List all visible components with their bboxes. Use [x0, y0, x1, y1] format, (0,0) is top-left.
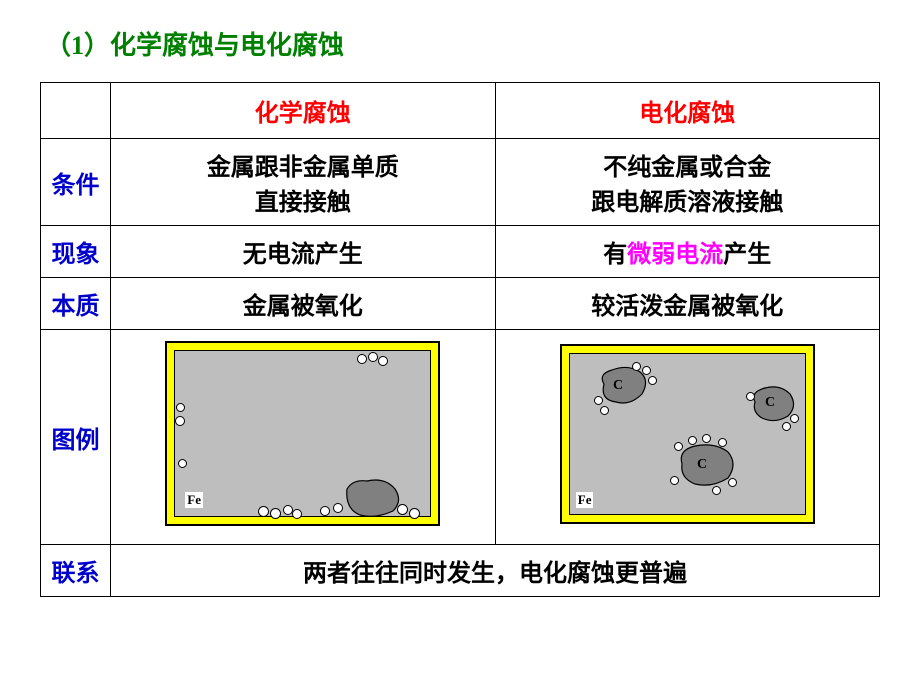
header-chem-text: 化学腐蚀	[255, 101, 351, 127]
cond-chem-l1: 金属跟非金属单质	[115, 147, 491, 182]
chem-diagram-inner: Fe	[174, 350, 431, 517]
diagram-row: 图例 Fe C C C Fe	[41, 330, 880, 545]
header-blank	[41, 83, 111, 139]
relation-label: 联系	[41, 545, 111, 597]
essence-row: 本质 金属被氧化 较活泼金属被氧化	[41, 278, 880, 330]
comparison-table: 化学腐蚀 电化腐蚀 条件 金属跟非金属单质 直接接触 不纯金属或合金 跟电解质溶…	[40, 82, 880, 597]
phenomenon-chem: 无电流产生	[111, 226, 496, 278]
diag-label-text: 图例	[52, 428, 100, 454]
fe-label-chem: Fe	[185, 492, 203, 508]
ess-label-text: 本质	[52, 294, 100, 320]
chem-diagram: Fe	[165, 341, 440, 526]
diagram-chem-cell: Fe	[111, 330, 496, 545]
cond-chem-l2: 直接接触	[115, 182, 491, 217]
cond-elec-l2: 跟电解质溶液接触	[500, 182, 876, 217]
cond-elec-l1: 不纯金属或合金	[500, 147, 876, 182]
header-chem: 化学腐蚀	[111, 83, 496, 139]
fe-label-elec: Fe	[576, 492, 594, 508]
diagram-elec-cell: C C C Fe	[495, 330, 880, 545]
phen-elec-mid: 微弱电流	[627, 242, 723, 268]
diagram-label: 图例	[41, 330, 111, 545]
condition-row: 条件 金属跟非金属单质 直接接触 不纯金属或合金 跟电解质溶液接触	[41, 139, 880, 226]
essence-elec: 较活泼金属被氧化	[495, 278, 880, 330]
elec-blob-svg: C C C	[570, 354, 807, 516]
phenomenon-row: 现象 无电流产生 有微弱电流产生	[41, 226, 880, 278]
header-elec-text: 电化腐蚀	[639, 101, 735, 127]
rel-text: 两者往往同时发生，电化腐蚀更普遍	[303, 561, 687, 587]
condition-label: 条件	[41, 139, 111, 226]
essence-chem: 金属被氧化	[111, 278, 496, 330]
relation-text-cell: 两者往往同时发生，电化腐蚀更普遍	[111, 545, 880, 597]
chem-blob-svg	[175, 351, 432, 518]
rel-label-text: 联系	[52, 561, 100, 587]
header-row: 化学腐蚀 电化腐蚀	[41, 83, 880, 139]
ess-chem-text: 金属被氧化	[243, 294, 363, 320]
phen-chem-text: 无电流产生	[243, 242, 363, 268]
essence-label: 本质	[41, 278, 111, 330]
condition-chem: 金属跟非金属单质 直接接触	[111, 139, 496, 226]
page-title: （1）化学腐蚀与电化腐蚀	[45, 25, 880, 62]
phen-elec-post: 产生	[723, 242, 771, 268]
elec-diagram: C C C Fe	[560, 344, 815, 524]
svg-text:C: C	[765, 395, 775, 410]
header-elec: 电化腐蚀	[495, 83, 880, 139]
condition-elec: 不纯金属或合金 跟电解质溶液接触	[495, 139, 880, 226]
ess-elec-text: 较活泼金属被氧化	[591, 294, 783, 320]
phen-label-text: 现象	[52, 242, 100, 268]
cond-label-text: 条件	[52, 173, 100, 199]
phenomenon-elec: 有微弱电流产生	[495, 226, 880, 278]
svg-text:C: C	[697, 457, 707, 472]
title-text: （1）化学腐蚀与电化腐蚀	[45, 31, 344, 60]
svg-text:C: C	[613, 378, 623, 393]
phen-elec-pre: 有	[603, 242, 627, 268]
phenomenon-label: 现象	[41, 226, 111, 278]
relation-row: 联系 两者往往同时发生，电化腐蚀更普遍	[41, 545, 880, 597]
elec-diagram-inner: C C C Fe	[569, 353, 806, 515]
